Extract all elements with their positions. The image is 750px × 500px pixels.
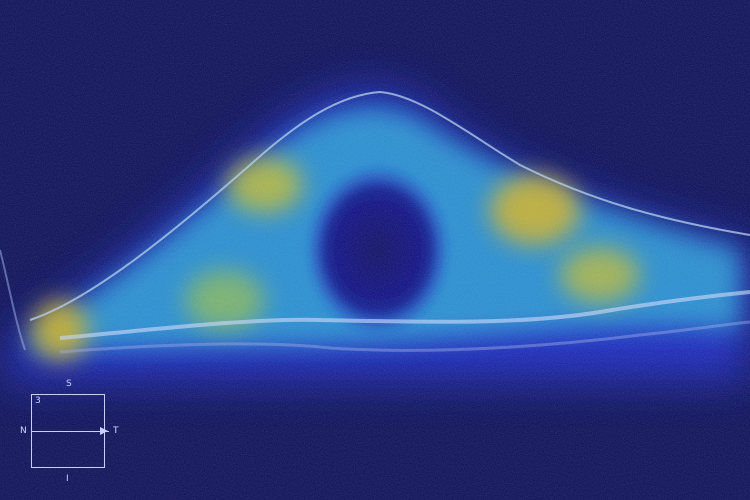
orientation-widget: 3 S I N T bbox=[20, 376, 130, 488]
inferior-label: I bbox=[66, 474, 69, 484]
superior-label: S bbox=[66, 379, 72, 389]
temporal-label: T bbox=[113, 426, 119, 436]
nasal-label: N bbox=[20, 426, 27, 436]
scan-number: 3 bbox=[35, 396, 41, 406]
arrow-right-icon bbox=[100, 427, 108, 435]
direction-arrow-line bbox=[31, 431, 109, 432]
